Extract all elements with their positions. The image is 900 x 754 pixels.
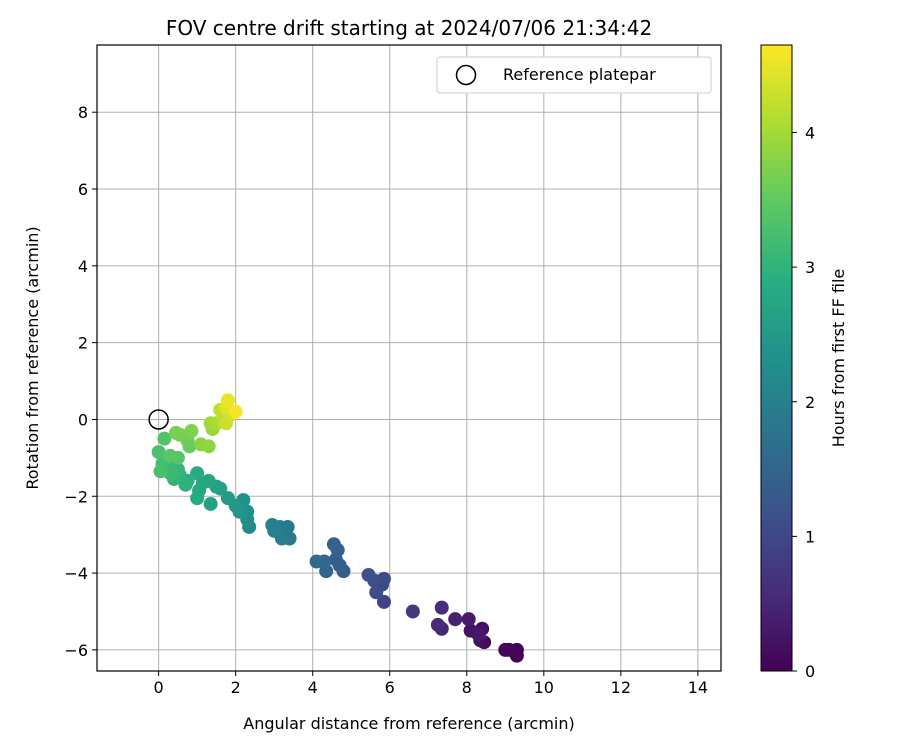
x-axis-ticks: 0 2 4 6 8 10 12 14 bbox=[154, 671, 708, 697]
y-axis-label: Rotation from reference (arcmin) bbox=[23, 226, 42, 489]
data-point bbox=[157, 431, 172, 446]
chart-title: FOV centre drift starting at 2024/07/06 … bbox=[166, 16, 652, 40]
data-point bbox=[168, 425, 183, 440]
colorbar-ticks: 0 1 2 3 4 bbox=[792, 124, 815, 681]
colorbar-tick-label: 4 bbox=[805, 124, 815, 143]
x-tick-label: 10 bbox=[534, 678, 554, 697]
data-point bbox=[461, 612, 476, 627]
plot-frame bbox=[96, 44, 722, 672]
data-point bbox=[163, 448, 178, 463]
colorbar-gradient bbox=[760, 44, 793, 672]
data-point bbox=[220, 491, 235, 506]
data-point bbox=[376, 594, 391, 609]
x-tick-label: 2 bbox=[231, 678, 241, 697]
colorbar-tick-label: 2 bbox=[805, 393, 815, 412]
y-tick-label: 4 bbox=[78, 257, 88, 276]
x-axis-label: Angular distance from reference (arcmin) bbox=[243, 714, 574, 733]
data-point bbox=[184, 423, 199, 438]
legend-marker-icon bbox=[455, 64, 477, 86]
data-point bbox=[203, 496, 218, 511]
data-point bbox=[405, 604, 420, 619]
data-point bbox=[434, 600, 449, 615]
colorbar-label: Hours from first FF file bbox=[829, 269, 848, 448]
y-axis-ticks: −6 −4 −2 0 2 4 6 8 bbox=[64, 103, 97, 660]
legend-box bbox=[436, 56, 712, 94]
data-point bbox=[220, 393, 235, 408]
colorbar-tick-label: 1 bbox=[805, 527, 815, 546]
colorbar-tick-label: 0 bbox=[805, 662, 815, 681]
data-point bbox=[471, 627, 486, 642]
data-point bbox=[190, 466, 205, 481]
y-tick-label: 0 bbox=[78, 410, 88, 429]
data-point bbox=[201, 439, 216, 454]
x-tick-label: 8 bbox=[462, 678, 472, 697]
reference-platepar-marker bbox=[148, 409, 169, 430]
data-point bbox=[153, 464, 168, 479]
legend: Reference platepar bbox=[436, 56, 712, 94]
data-point bbox=[326, 537, 341, 552]
colorbar: 0 1 2 3 4 Hours from first FF file bbox=[760, 44, 848, 681]
data-point bbox=[309, 554, 324, 569]
y-tick-label: 6 bbox=[78, 180, 88, 199]
x-tick-label: 0 bbox=[154, 678, 164, 697]
x-tick-label: 12 bbox=[611, 678, 631, 697]
data-point bbox=[448, 612, 463, 627]
data-point bbox=[361, 567, 376, 582]
data-point bbox=[502, 642, 517, 657]
data-point bbox=[228, 404, 243, 419]
y-tick-label: 8 bbox=[78, 103, 88, 122]
y-tick-label: −6 bbox=[64, 641, 88, 660]
data-point bbox=[190, 491, 205, 506]
y-tick-label: −2 bbox=[64, 487, 88, 506]
data-point bbox=[151, 445, 166, 460]
data-point bbox=[430, 617, 445, 632]
y-tick-label: 2 bbox=[78, 334, 88, 353]
data-point bbox=[369, 585, 384, 600]
x-tick-label: 14 bbox=[688, 678, 708, 697]
colorbar-tick-label: 3 bbox=[805, 258, 815, 277]
data-points bbox=[151, 393, 524, 663]
y-tick-label: −4 bbox=[64, 564, 88, 583]
x-tick-label: 6 bbox=[385, 678, 395, 697]
data-point bbox=[265, 518, 280, 533]
grid bbox=[97, 45, 721, 671]
legend-entry-label: Reference platepar bbox=[503, 65, 656, 84]
x-tick-label: 4 bbox=[308, 678, 318, 697]
